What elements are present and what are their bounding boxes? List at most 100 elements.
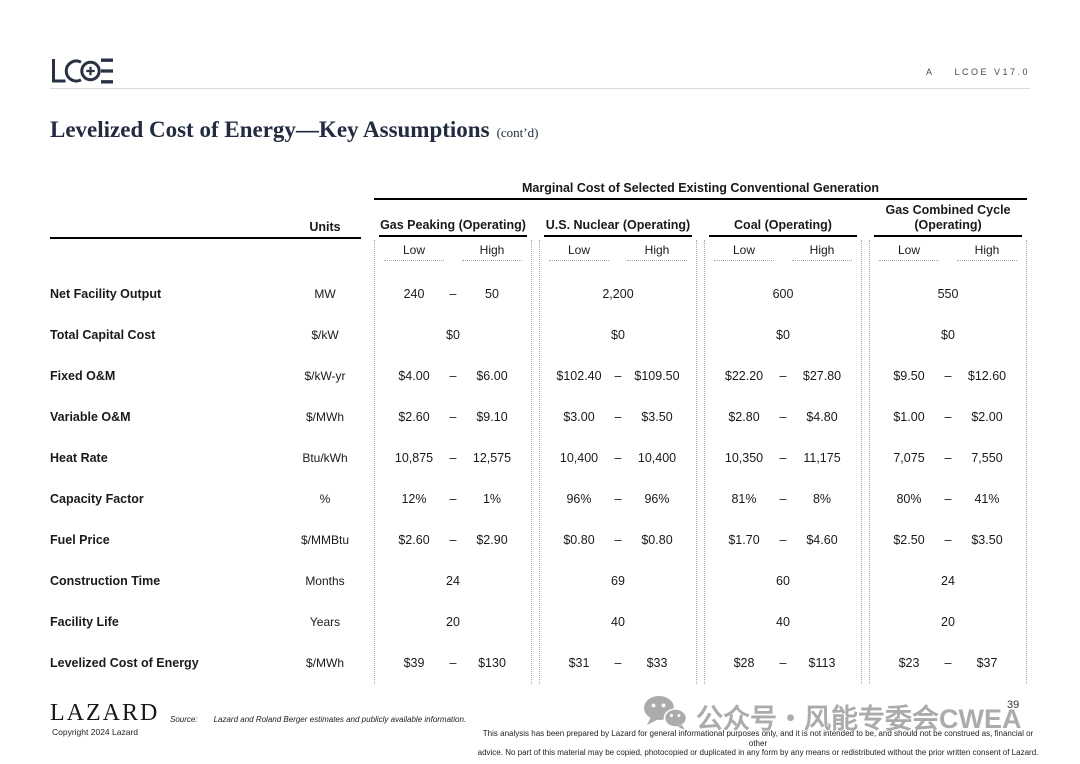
units-underline bbox=[50, 237, 361, 239]
cell-dash: – bbox=[614, 369, 622, 383]
table-cell: $2.60 $2.90 – bbox=[375, 520, 531, 561]
cell-dash: – bbox=[779, 451, 787, 465]
cell-high: $4.60 bbox=[806, 533, 838, 547]
table-cell: 12% 1% – bbox=[375, 479, 531, 520]
cell-dash: – bbox=[944, 410, 952, 424]
table-cell: 40 bbox=[705, 602, 861, 643]
column-group-gas-combined-cycle: Gas Combined Cycle (Operating) bbox=[869, 200, 1027, 237]
row-label: Net Facility Output bbox=[50, 287, 162, 301]
cell-high: $2.90 bbox=[476, 533, 508, 547]
row-units: $/kW bbox=[311, 328, 339, 342]
cell-center: 20 bbox=[446, 615, 460, 629]
header-divider bbox=[50, 88, 1030, 89]
cell-high: $27.80 bbox=[802, 369, 842, 383]
row-label: Variable O&M bbox=[50, 410, 131, 424]
high-header: High bbox=[957, 242, 1017, 261]
low-header: Low bbox=[549, 242, 609, 261]
cell-center: 2,200 bbox=[602, 287, 634, 301]
cell-dash: – bbox=[779, 492, 787, 506]
source-text: Lazard and Roland Berger estimates and p… bbox=[213, 715, 467, 724]
row-units: $/MMBtu bbox=[300, 533, 349, 547]
cell-high: $3.50 bbox=[971, 533, 1003, 547]
row-label: Capacity Factor bbox=[50, 492, 144, 506]
group-label: Coal (Operating) bbox=[709, 218, 857, 237]
cell-low: $28 bbox=[733, 656, 755, 670]
cell-dash: – bbox=[449, 369, 457, 383]
table-cell: $0 bbox=[540, 315, 696, 356]
cell-low: $2.60 bbox=[398, 410, 430, 424]
cell-low: $31 bbox=[568, 656, 590, 670]
table-cell: 69 bbox=[540, 561, 696, 602]
cell-dash: – bbox=[944, 492, 952, 506]
cell-low: $0.80 bbox=[563, 533, 595, 547]
page-title-suffix: (cont’d) bbox=[496, 125, 539, 140]
group-label: Gas Peaking (Operating) bbox=[379, 218, 527, 237]
page-number: 39 bbox=[1007, 699, 1020, 711]
cell-dash: – bbox=[449, 287, 457, 301]
table-cell: $9.50 $12.60 – bbox=[870, 356, 1026, 397]
cell-low: 7,075 bbox=[893, 451, 925, 465]
cell-dash: – bbox=[944, 451, 952, 465]
table-cell: 24 bbox=[870, 561, 1026, 602]
source-note: Source: Lazard and Roland Berger estimate… bbox=[170, 715, 466, 724]
cell-low: $22.20 bbox=[724, 369, 764, 383]
cell-high: $113 bbox=[808, 656, 836, 670]
table-cell: 80% 41% – bbox=[870, 479, 1026, 520]
column-group-us-nuclear: U.S. Nuclear (Operating) bbox=[539, 200, 697, 237]
cell-center: $0 bbox=[611, 328, 625, 342]
table-cell: 60 bbox=[705, 561, 861, 602]
table-cell: $3.00 $3.50 – bbox=[540, 397, 696, 438]
cell-center: 600 bbox=[772, 287, 794, 301]
lcoe-logo-icon bbox=[50, 56, 114, 91]
cell-dash: – bbox=[614, 656, 622, 670]
version-label: A LCOE V17.0 bbox=[926, 67, 1030, 77]
cell-high: 12,575 bbox=[472, 451, 512, 465]
cell-dash: – bbox=[944, 656, 952, 670]
cell-high: 7,550 bbox=[971, 451, 1003, 465]
cell-low: 96% bbox=[566, 492, 592, 506]
cell-dash: – bbox=[449, 656, 457, 670]
cell-dash: – bbox=[944, 533, 952, 547]
low-high-header: Low High bbox=[375, 240, 531, 274]
wechat-icon bbox=[642, 694, 688, 738]
cell-dash: – bbox=[614, 410, 622, 424]
cell-high: $2.00 bbox=[971, 410, 1003, 424]
table-cell: $28 $113 – bbox=[705, 643, 861, 684]
cell-high: $130 bbox=[478, 656, 506, 670]
disclaimer-text: This analysis has been prepared by Lazar… bbox=[475, 729, 1041, 758]
page-title: Levelized Cost of Energy—Key Assumptions… bbox=[50, 117, 538, 143]
cell-low: 10,400 bbox=[559, 451, 599, 465]
cell-dash: – bbox=[449, 492, 457, 506]
cell-high: 41% bbox=[974, 492, 1000, 506]
table-cell: $0 bbox=[375, 315, 531, 356]
table-cell: $22.20 $27.80 – bbox=[705, 356, 861, 397]
row-label: Fixed O&M bbox=[50, 369, 116, 383]
cell-high: 11,175 bbox=[803, 451, 841, 465]
table-cell: 24 bbox=[375, 561, 531, 602]
row-label: Facility Life bbox=[50, 615, 119, 629]
row-units: $/MWh bbox=[305, 410, 344, 424]
low-header: Low bbox=[879, 242, 939, 261]
cell-dash: – bbox=[614, 533, 622, 547]
column-group-coal: Coal (Operating) bbox=[704, 200, 862, 237]
cell-center: $0 bbox=[941, 328, 955, 342]
cell-dash: – bbox=[449, 533, 457, 547]
cell-low: $1.00 bbox=[893, 410, 925, 424]
cell-high: $9.10 bbox=[476, 410, 508, 424]
table-cell: $0 bbox=[870, 315, 1026, 356]
value-column-coal: Low High 600 $0 $22.20 $27.80 – $2.80 $4.80 –… bbox=[704, 240, 862, 684]
cell-center: 40 bbox=[776, 615, 790, 629]
low-high-header: Low High bbox=[870, 240, 1026, 274]
cell-high: 1% bbox=[482, 492, 502, 506]
group-label: U.S. Nuclear (Operating) bbox=[544, 218, 692, 237]
value-column-us-nuclear: Low High 2,200 $0 $102.40 $109.50– $3.00 $3… bbox=[539, 240, 697, 684]
version-text: LCOE V17.0 bbox=[954, 67, 1030, 77]
value-column-gas-peaking: Low High 240 50 – $0 $4.00 $6.00 – $2.60 $9.10… bbox=[374, 240, 532, 684]
lazard-logo: LAZARD bbox=[50, 700, 160, 726]
table-cell: $1.00 $2.00 – bbox=[870, 397, 1026, 438]
cell-high: $6.00 bbox=[476, 369, 508, 383]
low-header: Low bbox=[714, 242, 774, 261]
table-cell: $39 $130 – bbox=[375, 643, 531, 684]
cell-high: 96% bbox=[644, 492, 670, 506]
table-cell: $31 $33 – bbox=[540, 643, 696, 684]
